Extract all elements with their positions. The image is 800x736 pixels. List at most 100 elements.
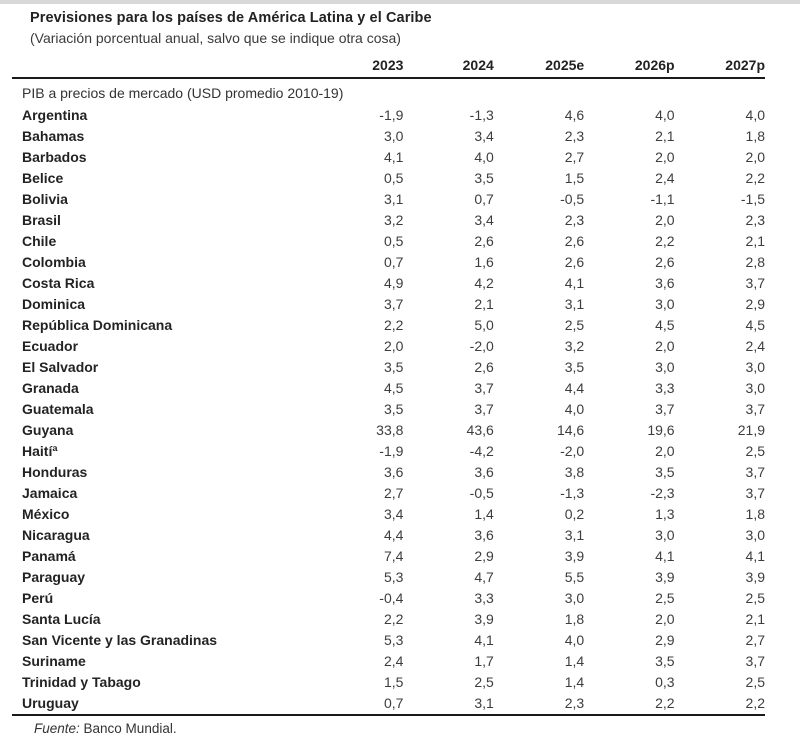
value-cell: 3,4 — [383, 506, 404, 522]
value-cell: 3,5 — [474, 170, 494, 186]
table-row: Colombia 0,7 1,6 2,6 2,6 2,8 — [12, 252, 765, 273]
country-cell: Santa Lucía — [22, 611, 101, 627]
value-cell: 5,3 — [383, 632, 404, 648]
value-cell: 2,3 — [745, 212, 765, 228]
value-cell: 2,1 — [474, 296, 494, 312]
value-cell: 4,4 — [564, 380, 585, 396]
value-cell: 3,7 — [383, 296, 404, 312]
value-cell: 2,2 — [655, 233, 675, 249]
value-cell: 4,4 — [383, 527, 404, 543]
value-cell: 3,9 — [474, 611, 494, 627]
value-cell: 4,5 — [655, 317, 675, 333]
value-cell: 0,5 — [383, 170, 404, 186]
value-cell: 3,7 — [655, 401, 675, 417]
value-cell: -1,1 — [650, 191, 675, 207]
value-cell: 2,1 — [745, 233, 765, 249]
value-cell: 3,0 — [745, 359, 765, 375]
country-cell: Barbados — [22, 149, 87, 165]
table-row: Barbados 4,1 4,0 2,7 2,0 2,0 — [12, 147, 765, 168]
value-cell: 3,5 — [383, 401, 404, 417]
value-cell: 3,5 — [564, 359, 585, 375]
value-cell: 3,6 — [383, 464, 404, 480]
value-cell: 33,8 — [376, 422, 404, 438]
country-cell: Paraguay — [22, 569, 86, 585]
value-cell: 0,3 — [655, 674, 675, 690]
table-row: Nicaragua 4,4 3,6 3,1 3,0 3,0 — [12, 525, 765, 546]
value-cell: 3,7 — [745, 485, 765, 501]
value-cell: 3,0 — [745, 527, 765, 543]
value-cell: 3,8 — [564, 464, 585, 480]
value-cell: 2,2 — [584, 693, 675, 716]
value-cell: 4,0 — [745, 107, 765, 123]
value-cell: 3,7 — [474, 380, 494, 396]
country-cell: Perú — [22, 590, 54, 606]
table-row: Costa Rica 4,9 4,2 4,1 3,6 3,7 — [12, 273, 765, 294]
country-cell: San Vicente y las Granadinas — [22, 632, 218, 648]
value-cell: 3,6 — [474, 527, 494, 543]
value-cell: 43,6 — [466, 422, 494, 438]
table-row: Chile 0,5 2,6 2,6 2,2 2,1 — [12, 231, 765, 252]
value-cell: 2,6 — [564, 233, 585, 249]
value-cell: 4,0 — [655, 107, 675, 123]
value-cell: 3,0 — [383, 128, 404, 144]
value-cell: 4,0 — [474, 149, 494, 165]
value-cell: 3,1 — [564, 527, 585, 543]
table-row: Jamaica 2,7 -0,5 -1,3 -2,3 3,7 — [12, 483, 765, 504]
value-cell: 3,3 — [474, 590, 494, 606]
value-cell: 2,0 — [655, 149, 675, 165]
value-cell: 2,5 — [655, 590, 675, 606]
value-cell: 2,3 — [564, 128, 585, 144]
value-cell: 1,8 — [745, 128, 765, 144]
value-cell: 14,6 — [556, 422, 585, 438]
table-row: Ecuador 2,0 -2,0 3,2 2,0 2,4 — [12, 336, 765, 357]
country-cell: República Dominicana — [22, 317, 173, 333]
country-cell: Brasil — [22, 212, 61, 228]
value-cell: 3,1 — [403, 693, 494, 716]
value-cell: 3,9 — [655, 569, 675, 585]
value-cell: -0,5 — [560, 191, 585, 207]
country-cell: Haitíª — [22, 443, 58, 459]
value-cell: 3,0 — [655, 296, 675, 312]
value-cell: 3,5 — [655, 464, 675, 480]
value-cell: 2,6 — [564, 254, 585, 270]
value-cell: -0,4 — [379, 590, 404, 606]
value-cell: 3,0 — [745, 380, 765, 396]
value-cell: -0,5 — [469, 485, 494, 501]
value-cell: 5,5 — [564, 569, 585, 585]
country-column-header — [12, 57, 314, 79]
value-cell: 3,0 — [655, 359, 675, 375]
value-cell: 3,6 — [474, 464, 494, 480]
page-subtitle: (Variación porcentual anual, salvo que s… — [30, 30, 401, 46]
country-cell: Guyana — [22, 422, 74, 438]
value-cell: 3,1 — [383, 191, 404, 207]
value-cell: 5,0 — [474, 317, 494, 333]
value-cell: 3,7 — [745, 464, 765, 480]
table-row: Guatemala 3,5 3,7 4,0 3,7 3,7 — [12, 399, 765, 420]
source-note: Fuente: Banco Mundial. — [12, 716, 800, 736]
table-row: El Salvador 3,5 2,6 3,5 3,0 3,0 — [12, 357, 765, 378]
value-cell: 1,8 — [745, 506, 765, 522]
value-cell: 2,7 — [383, 485, 404, 501]
table-row: Honduras 3,6 3,6 3,8 3,5 3,7 — [12, 462, 765, 483]
country-cell: Nicaragua — [22, 527, 90, 543]
value-cell: 2,0 — [655, 611, 675, 627]
value-cell: 4,5 — [745, 317, 765, 333]
value-cell: 1,5 — [383, 674, 404, 690]
value-cell: 3,4 — [474, 212, 494, 228]
value-cell: 2,5 — [745, 590, 765, 606]
table-row: Guyana 33,8 43,6 14,6 19,6 21,9 — [12, 420, 765, 441]
value-cell: 2,9 — [655, 632, 675, 648]
table-row: Brasil 3,2 3,4 2,3 2,0 2,3 — [12, 210, 765, 231]
country-cell: Uruguay — [12, 693, 314, 716]
value-cell: -4,2 — [469, 443, 494, 459]
value-cell: 3,4 — [474, 128, 494, 144]
value-cell: 7,4 — [383, 548, 404, 564]
value-cell: 2,5 — [745, 443, 765, 459]
value-cell: 4,1 — [564, 275, 585, 291]
country-cell: Panamá — [22, 548, 76, 564]
country-cell: Ecuador — [22, 338, 79, 354]
table-row: Perú -0,4 3,3 3,0 2,5 2,5 — [12, 588, 765, 609]
value-cell: 3,7 — [474, 401, 494, 417]
value-cell: -1,9 — [379, 107, 404, 123]
value-cell: 3,7 — [745, 401, 765, 417]
